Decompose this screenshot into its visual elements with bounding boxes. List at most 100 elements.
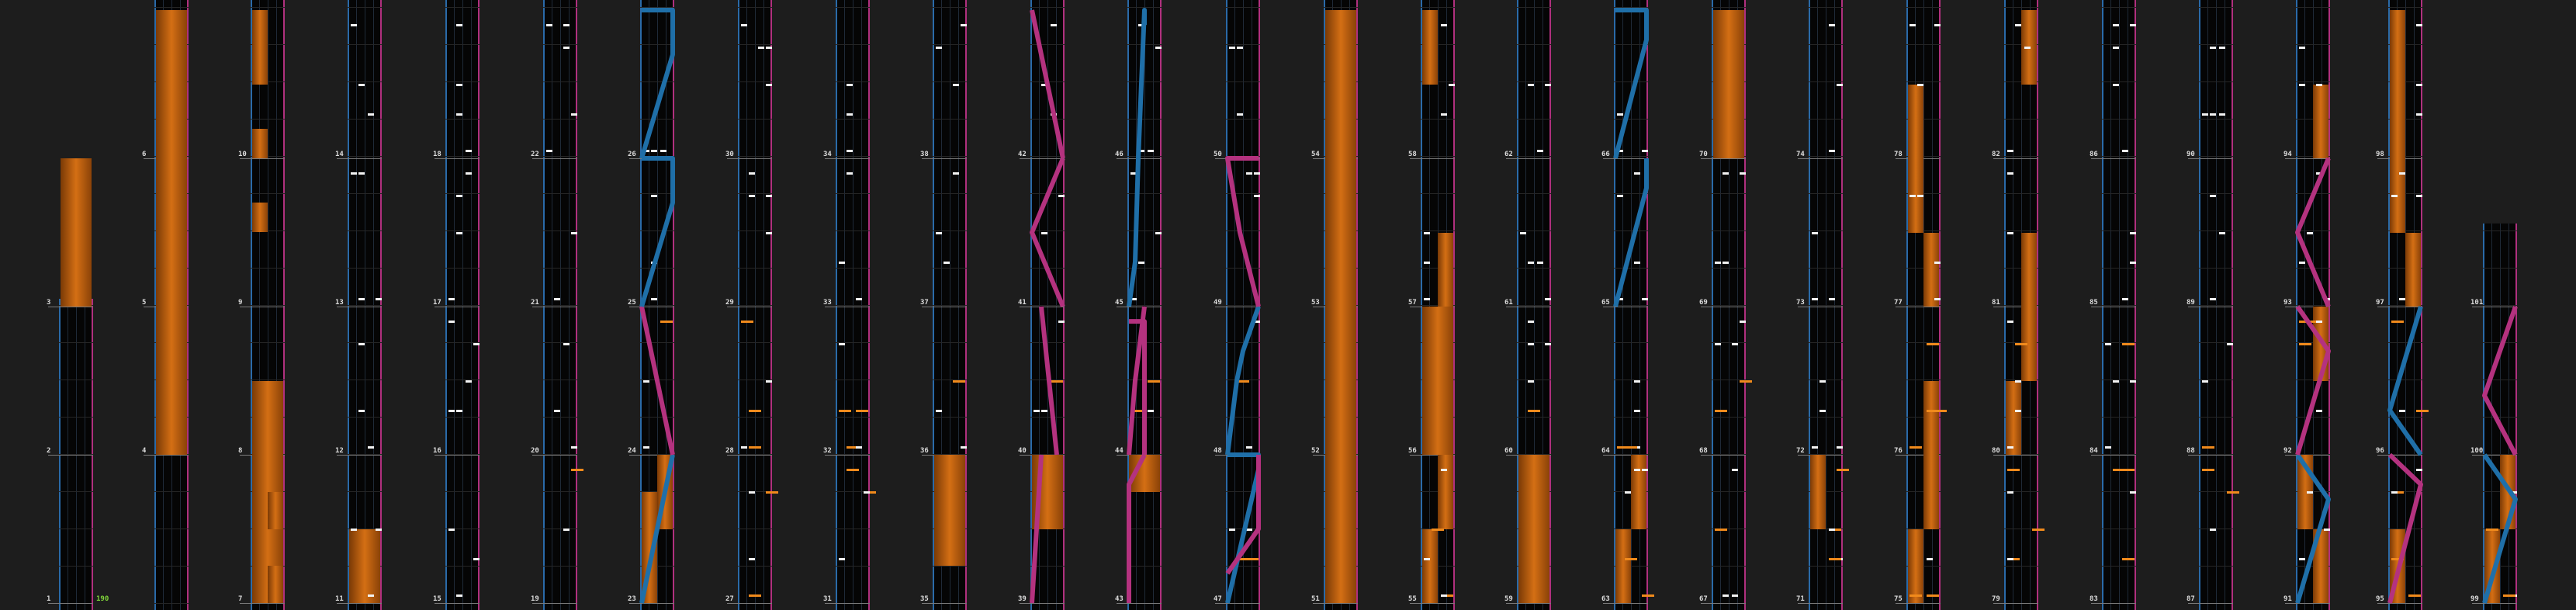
beat-line <box>1517 454 1551 455</box>
bt-note <box>1148 409 1154 412</box>
beat-line <box>1517 7 1551 8</box>
fx-chip-note <box>2408 594 2421 598</box>
fx-long-note <box>268 566 283 603</box>
bt-note <box>1229 528 1235 531</box>
bt-note <box>1155 46 1162 49</box>
beat-line <box>2296 230 2330 231</box>
fx-chip-note <box>2122 557 2135 560</box>
bt-note <box>456 83 462 86</box>
beat-line <box>2004 7 2038 8</box>
bt-note <box>1424 231 1430 234</box>
beat-line <box>251 193 285 194</box>
measure-line <box>1506 603 1551 604</box>
beat-line <box>1517 119 1551 120</box>
measure-number: 34 <box>823 151 832 158</box>
bt-note <box>1441 469 1447 472</box>
measure-number: 37 <box>920 299 929 307</box>
fx-chip-note <box>741 321 753 324</box>
measure-number: 89 <box>2186 299 2195 307</box>
fx-long-note <box>1325 307 1356 455</box>
fx-long-note <box>252 203 268 233</box>
beat-line <box>1712 268 1746 269</box>
fx-long-note <box>252 380 283 455</box>
bt-note <box>1246 446 1252 449</box>
measure-number: 35 <box>920 595 929 603</box>
fx-chip-note <box>1237 380 1249 383</box>
beat-line <box>1712 491 1746 492</box>
lane-column <box>738 0 772 610</box>
measure-line <box>727 455 772 456</box>
bt-note <box>1837 83 1843 86</box>
beat-line <box>1614 119 1648 120</box>
bt-note <box>1138 261 1144 264</box>
measure-line <box>2188 455 2233 456</box>
measure-number: 98 <box>2376 151 2384 158</box>
measure-line <box>1410 158 1455 159</box>
beat-line <box>836 566 870 567</box>
beat-line <box>1906 7 1941 8</box>
fx-chip-note <box>2391 321 2404 324</box>
beat-line <box>348 81 382 82</box>
bt-note <box>1642 150 1648 153</box>
fx-long-note <box>349 529 380 603</box>
beat-line <box>933 566 967 567</box>
beat-line <box>445 305 480 306</box>
beat-line <box>1809 491 1843 492</box>
beat-line <box>2102 156 2136 157</box>
bt-note <box>953 83 959 86</box>
fx-chip-note <box>1829 557 1841 560</box>
measure-line <box>2377 455 2422 456</box>
fx-chip-note <box>2227 490 2239 494</box>
beat-line <box>1421 156 1455 157</box>
fx-chip-note <box>766 490 778 494</box>
measure-number: 86 <box>2090 151 2098 158</box>
beat-line <box>1421 193 1455 194</box>
beat-line <box>1226 193 1260 194</box>
beat-line <box>640 305 674 306</box>
measure-number: 69 <box>1699 299 1708 307</box>
beat-line <box>543 81 577 82</box>
measure-number: 83 <box>2090 595 2098 603</box>
beat-line <box>836 230 870 231</box>
beat-line <box>640 566 674 567</box>
beat-line <box>836 491 870 492</box>
measure-number: 57 <box>1408 299 1417 307</box>
fx-long-note <box>1438 455 1453 529</box>
bt-note <box>2316 409 2322 412</box>
beat-line <box>933 268 967 269</box>
bt-note <box>563 24 570 27</box>
bt-note <box>936 231 942 234</box>
fx-long-note <box>1908 529 1923 603</box>
laser-path <box>2482 306 2518 456</box>
bt-note <box>1041 231 1047 234</box>
bt-note <box>2210 113 2216 116</box>
measure-number: 76 <box>1894 447 1903 455</box>
bt-note <box>2130 380 2136 383</box>
beat-line <box>1906 156 1941 157</box>
lane-column <box>543 0 577 610</box>
beat-line <box>2004 230 2038 231</box>
beat-line <box>1421 81 1455 82</box>
beat-line <box>445 81 480 82</box>
measure-number: 63 <box>1601 595 1610 603</box>
beat-line <box>2296 454 2330 455</box>
beat-line <box>1809 454 1843 455</box>
bt-note <box>1545 342 1551 345</box>
measure-line <box>337 455 382 456</box>
bt-note <box>1732 342 1738 345</box>
bt-note <box>2015 24 2021 27</box>
bt-note <box>448 528 455 531</box>
measure-number: 70 <box>1699 151 1708 158</box>
beat-line <box>1517 342 1551 343</box>
beat-line <box>836 7 870 8</box>
beat-line <box>1712 342 1746 343</box>
bt-note <box>2130 490 2136 494</box>
beat-line <box>836 193 870 194</box>
measure-line <box>1603 158 1648 159</box>
bt-note <box>1715 342 1721 345</box>
beat-line <box>1226 342 1260 343</box>
beat-line <box>1809 230 1843 231</box>
measure-number: 3 <box>47 299 51 307</box>
beat-line <box>2004 491 2038 492</box>
beat-line <box>59 566 93 567</box>
